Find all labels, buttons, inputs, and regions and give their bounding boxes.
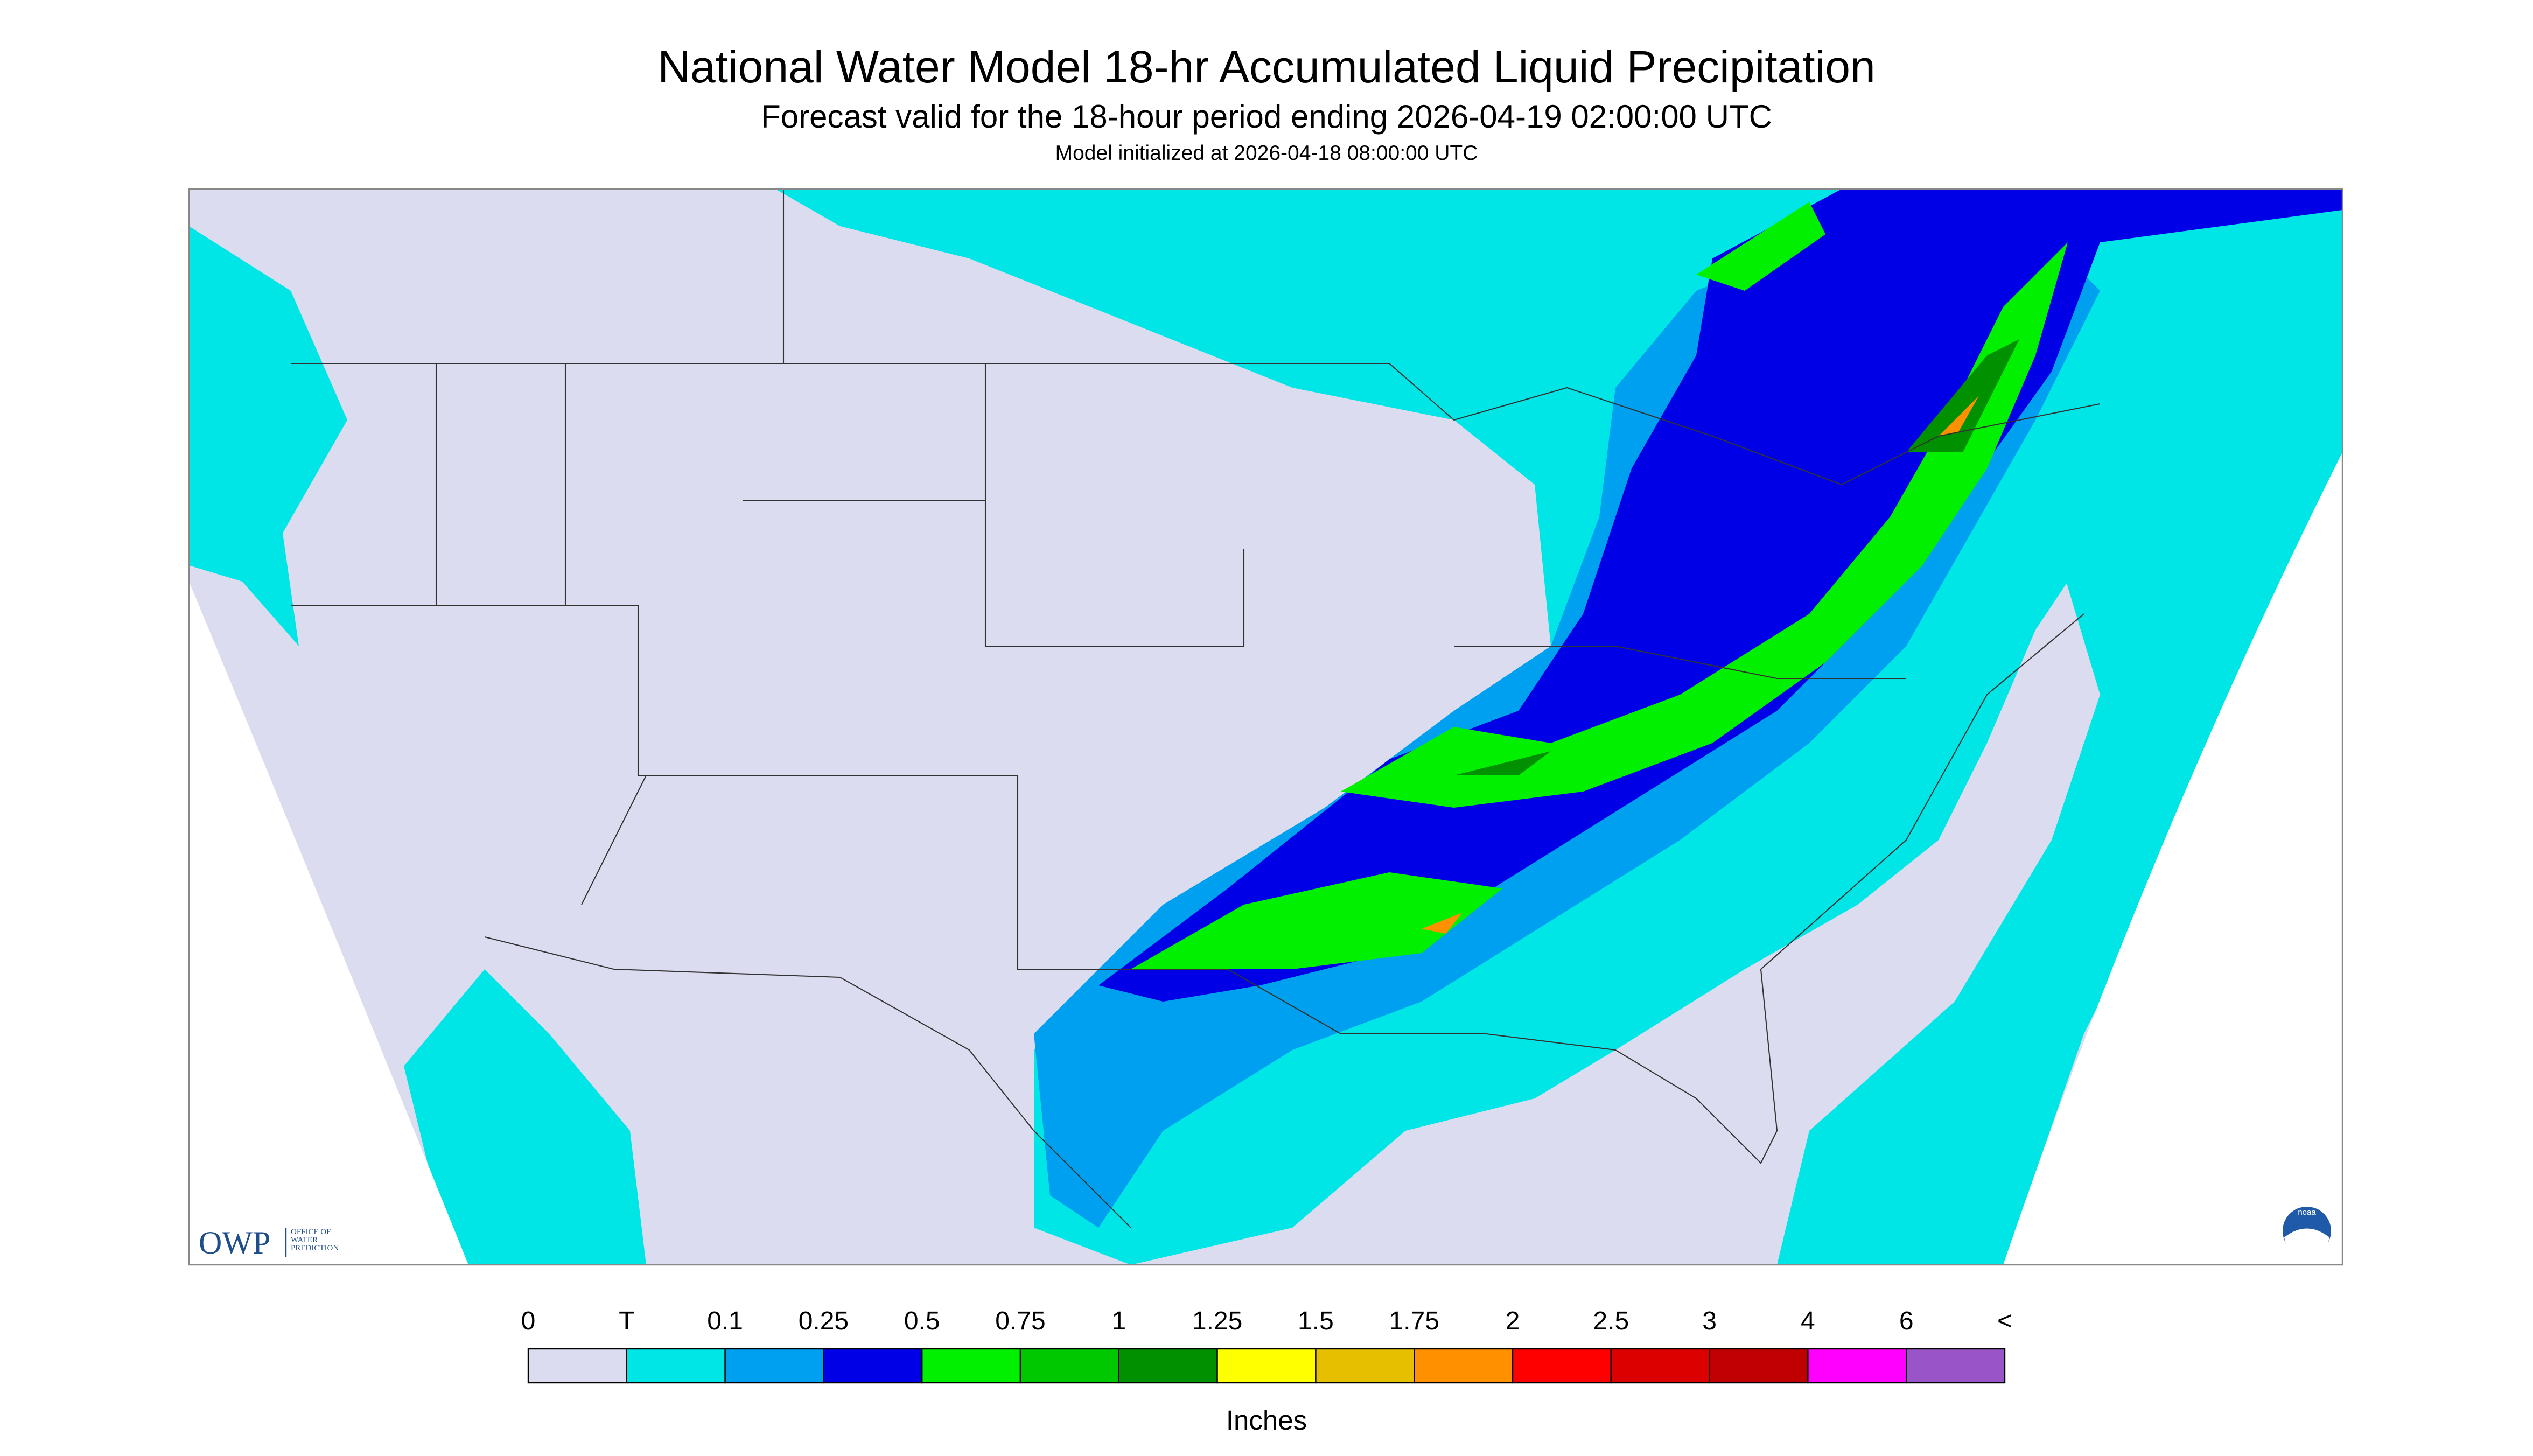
init-time: Model initialized at 2026-04-18 08:00:00… [1055,142,1478,165]
legend-label: 2 [1506,1307,1520,1335]
legend-swatch [724,1348,824,1384]
precip-area [1777,452,2342,1265]
outside-domain [2003,452,2342,1265]
precip-area [1131,202,2068,970]
legend-label: 4 [1801,1307,1815,1335]
legend-swatch [1807,1348,1907,1384]
legend-swatch [1414,1348,1514,1384]
owp-subtext: PREDICTION [291,1244,339,1252]
legend-swatch [1315,1348,1415,1384]
owp-subtext: OFFICE OF [291,1228,331,1236]
legend-swatch [527,1348,628,1384]
legend-units: Inches [1226,1405,1307,1436]
legend-swatch [1216,1348,1317,1384]
legend-label: 1.25 [1192,1307,1242,1335]
legend-swatch [1610,1348,1710,1384]
legend-label: 0.75 [995,1307,1045,1335]
subtitle: Forecast valid for the 18-hour period en… [761,99,1772,135]
legend-label: 0.1 [707,1307,743,1335]
map-frame [188,188,2343,1266]
owp-text: OWP [199,1225,270,1261]
legend-swatch [1905,1348,2006,1384]
legend-label: 1 [1111,1307,1126,1335]
legend-swatch [1118,1348,1218,1384]
legend-label: 1.5 [1298,1307,1334,1335]
legend-label: < [1997,1307,2012,1335]
legend-swatch [921,1348,1021,1384]
legend-swatch [1019,1348,1120,1384]
precip-area [189,226,347,647]
legend-swatch [823,1348,923,1384]
legend-label: 0.25 [799,1307,849,1335]
legend-label: 0.5 [904,1307,940,1335]
outside-domain [189,582,468,1265]
boundaries [291,189,2101,1228]
legend-label: 2.5 [1593,1307,1629,1335]
legend-swatch [1709,1348,1809,1384]
legend-label: 6 [1899,1307,1914,1335]
legend: 0 T 0.1 0.25 0.5 0.75 1 1.25 1.5 1.75 2 2.5 3 4 6 < [521,1307,2012,1384]
legend-label: 1.75 [1389,1307,1439,1335]
legend-label: T [619,1307,634,1335]
legend-label: 3 [1702,1307,1717,1335]
owp-subtext: WATER [291,1236,318,1244]
noaa-logo: noaa [2283,1207,2331,1256]
legend-label: 0 [521,1307,536,1335]
noaa-text: noaa [2298,1208,2316,1217]
precip-area [404,969,646,1265]
legend-swatch [1512,1348,1612,1384]
title: National Water Model 18-hr Accumulated L… [657,41,1875,92]
map [188,188,2343,1266]
legend-swatch [626,1348,726,1384]
